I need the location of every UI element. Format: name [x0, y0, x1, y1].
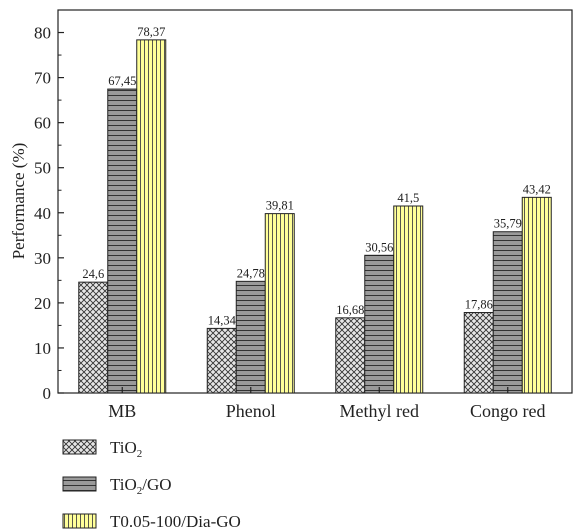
- bar-methyl-red-series-0: [335, 317, 366, 394]
- bar-phenol-series-1: [235, 280, 266, 394]
- bar-mb-series-1: [107, 88, 138, 394]
- legend-label: T0.05-100/Dia-GO: [110, 512, 241, 530]
- y-tick-label: 20: [34, 294, 51, 313]
- x-category-label: Methyl red: [340, 401, 419, 421]
- plot-frame-border: [57, 9, 573, 394]
- bar-phenol-series-2: [264, 213, 295, 394]
- bar-labels-group: 24,6 67,45 78,37 14,34 24,78 39,81 16,68 30,56 4…: [82, 25, 551, 328]
- bar-methyl-red-series-1: [364, 254, 395, 394]
- x-category-label: Phenol: [226, 401, 276, 421]
- y-tick-label: 10: [34, 339, 51, 358]
- bar-mb-series-2: [136, 39, 167, 394]
- y-tick-label: 0: [43, 384, 52, 403]
- bar-data-label: 43,42: [523, 182, 551, 196]
- y-tick-label: 30: [34, 249, 51, 268]
- bar-data-label: 17,86: [465, 298, 493, 312]
- y-tick-label: 70: [34, 69, 51, 88]
- y-tick-label: 80: [34, 24, 51, 43]
- bar-methyl-red-series-2: [393, 205, 424, 394]
- bar-mb-series-0: [78, 281, 109, 394]
- bar-congo-red-series-1: [492, 231, 523, 394]
- legend-label: TiO2/GO: [110, 475, 172, 497]
- y-tick-label: 40: [34, 204, 51, 223]
- bar-data-label: 35,79: [494, 217, 522, 231]
- bar-data-label: 24,6: [82, 267, 104, 281]
- plot-area: [57, 9, 573, 394]
- bar-congo-red-series-0: [463, 312, 494, 394]
- bar-data-label: 78,37: [137, 25, 165, 39]
- legend-swatch: [62, 439, 97, 455]
- legend: TiO2 TiO2/GO T0.05-100/Dia-GO: [62, 438, 241, 530]
- legend-item: TiO2: [62, 438, 142, 460]
- bar-data-label: 24,78: [237, 266, 265, 280]
- x-axis: MB Phenol Methyl red Congo red: [108, 387, 546, 421]
- bar-data-label: 39,81: [266, 199, 294, 213]
- bar-data-label: 14,34: [208, 313, 237, 327]
- y-tick-label: 50: [34, 159, 51, 178]
- legend-label: TiO2: [110, 438, 142, 460]
- x-category-label: MB: [108, 401, 136, 421]
- bar-data-label: 67,45: [108, 74, 136, 88]
- bars-group: [78, 39, 552, 394]
- legend-swatch: [62, 476, 97, 492]
- legend-item: TiO2/GO: [62, 475, 172, 497]
- bar-phenol-series-0: [206, 327, 237, 394]
- y-axis: 0 10 20 30 40 50 60 70 80: [34, 24, 64, 403]
- bar-data-label: 30,56: [365, 240, 393, 254]
- x-category-label: Congo red: [470, 401, 546, 421]
- y-tick-label: 60: [34, 114, 51, 133]
- y-axis-title: Performance (%): [9, 143, 28, 260]
- bar-data-label: 16,68: [336, 303, 364, 317]
- legend-item: T0.05-100/Dia-GO: [62, 512, 241, 530]
- bar-data-label: 41,5: [397, 191, 419, 205]
- bar-congo-red-series-2: [521, 196, 552, 394]
- legend-swatch: [62, 513, 97, 529]
